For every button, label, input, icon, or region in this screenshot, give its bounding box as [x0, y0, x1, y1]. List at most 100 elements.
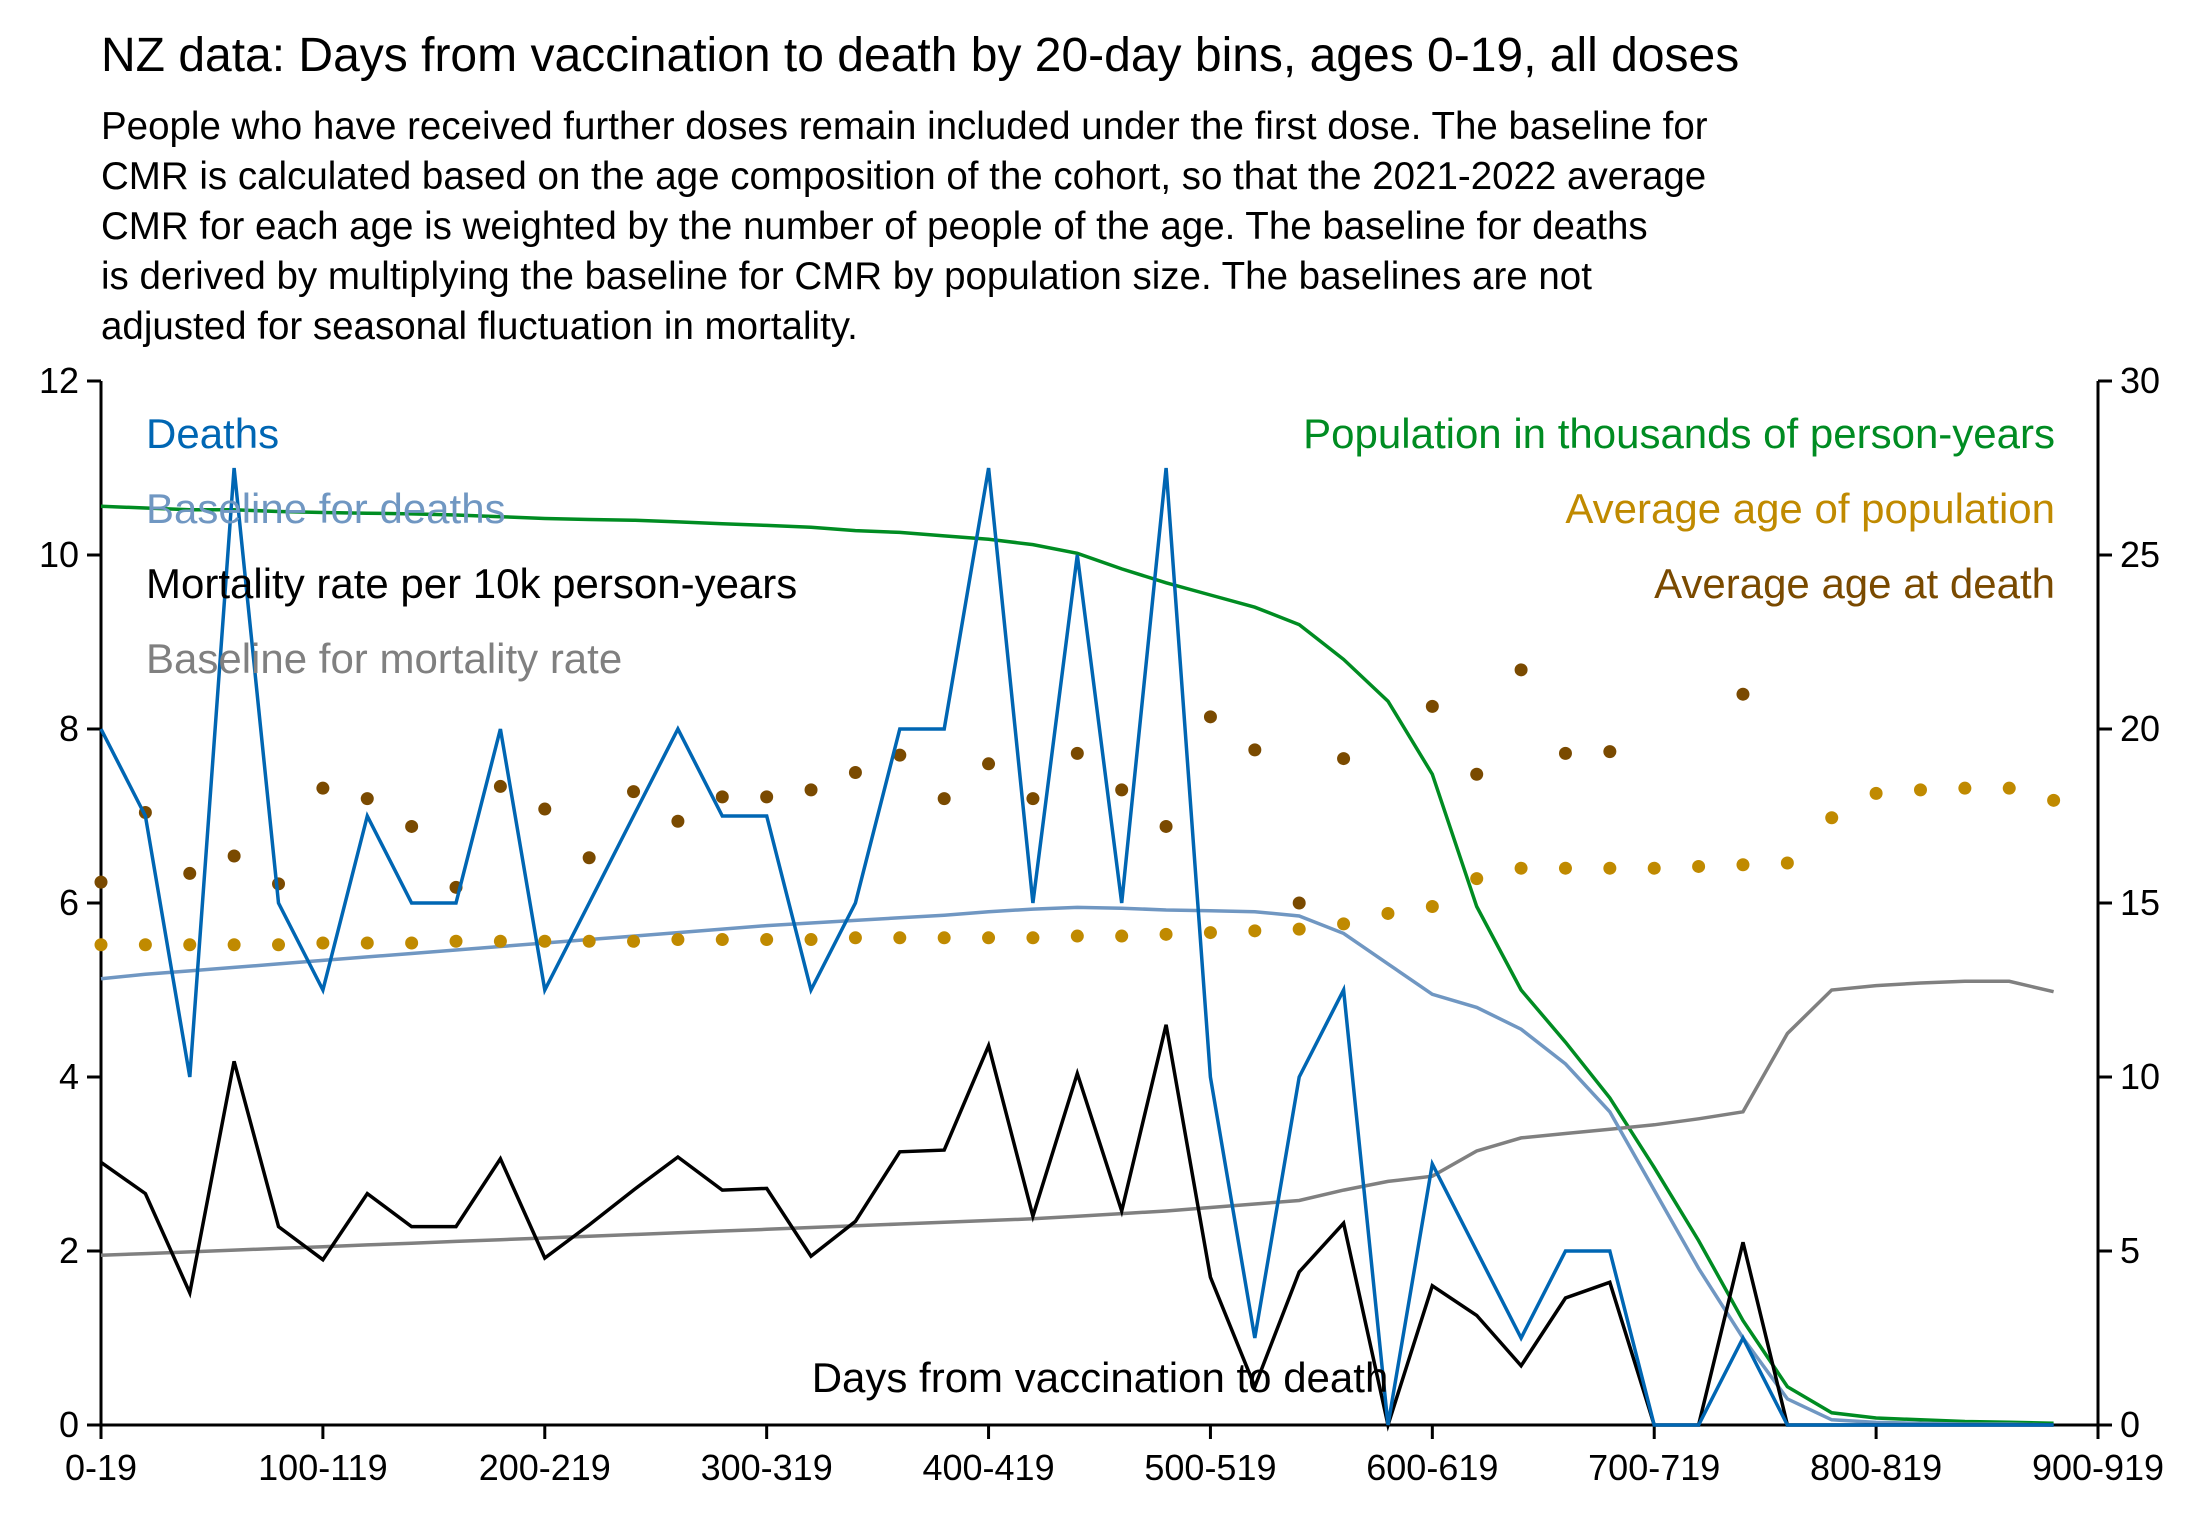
chart-subtitle: People who have received further doses r… — [101, 102, 2161, 352]
point-average-age-of-population — [1692, 859, 1706, 873]
point-average-age-at-death — [982, 757, 996, 771]
right-tick-label: 10 — [2120, 1056, 2160, 1097]
point-average-age-at-death — [1248, 743, 1262, 757]
point-average-age-of-population — [1159, 927, 1173, 941]
legend-item-right: Population in thousands of person-years — [1303, 410, 2055, 457]
right-tick-label: 5 — [2120, 1230, 2140, 1271]
x-tick-label: 800-819 — [1810, 1447, 1942, 1488]
point-average-age-of-population — [760, 933, 774, 947]
point-average-age-of-population — [1869, 786, 1883, 800]
point-average-age-at-death — [937, 792, 951, 806]
point-average-age-of-population — [316, 936, 330, 950]
point-average-age-of-population — [582, 934, 596, 948]
point-average-age-at-death — [183, 866, 197, 880]
point-average-age-at-death — [1470, 767, 1484, 781]
point-average-age-at-death — [848, 766, 862, 779]
x-tick-label: 900-919 — [2032, 1447, 2164, 1488]
left-tick-label: 2 — [59, 1230, 79, 1271]
point-average-age-of-population — [1558, 861, 1572, 875]
left-tick-label: 0 — [59, 1404, 79, 1445]
point-average-age-of-population — [449, 934, 463, 948]
right-tick-label: 25 — [2120, 534, 2160, 575]
point-average-age-of-population — [848, 931, 862, 945]
point-average-age-at-death — [1558, 746, 1572, 760]
point-average-age-of-population — [1292, 922, 1306, 936]
point-average-age-of-population — [982, 931, 996, 945]
legend-item-left: Mortality rate per 10k person-years — [146, 560, 797, 607]
point-average-age-of-population — [1913, 783, 1927, 797]
x-axis-label: Days from vaccination to death — [812, 1354, 1389, 1401]
point-average-age-of-population — [227, 938, 241, 952]
point-average-age-at-death — [804, 783, 818, 797]
point-average-age-at-death — [1203, 710, 1217, 724]
point-average-age-of-population — [1470, 872, 1484, 886]
point-average-age-of-population — [937, 931, 951, 945]
legend: Deaths Baseline for deaths Mortality rate … — [146, 410, 2055, 682]
point-average-age-of-population — [94, 938, 108, 952]
point-average-age-at-death — [316, 781, 330, 795]
point-average-age-of-population — [272, 938, 286, 952]
point-average-age-at-death — [582, 851, 596, 865]
point-average-age-at-death — [1026, 792, 1040, 806]
x-tick-label: 0-19 — [65, 1447, 137, 1488]
point-average-age-of-population — [671, 933, 685, 947]
point-average-age-at-death — [1514, 663, 1528, 677]
x-tick-label: 300-319 — [701, 1447, 833, 1488]
point-average-age-of-population — [893, 931, 907, 945]
point-average-age-at-death — [1603, 745, 1617, 759]
x-tick-label: 500-519 — [1144, 1447, 1276, 1488]
point-average-age-of-population — [360, 936, 374, 950]
point-average-age-at-death — [1736, 687, 1750, 701]
point-average-age-of-population — [1381, 906, 1395, 920]
point-average-age-of-population — [1026, 931, 1040, 945]
point-average-age-of-population — [1603, 861, 1617, 875]
point-average-age-at-death — [671, 814, 685, 828]
x-tick-label: 600-619 — [1366, 1447, 1498, 1488]
point-average-age-of-population — [1514, 861, 1528, 875]
point-average-age-of-population — [1203, 926, 1217, 940]
point-average-age-of-population — [538, 934, 552, 948]
chart-title: NZ data: Days from vaccination to death … — [101, 29, 1740, 82]
point-average-age-at-death — [227, 849, 241, 863]
subtitle-line: adjusted for seasonal fluctuation in mor… — [101, 305, 858, 348]
right-tick-label: 20 — [2120, 708, 2160, 749]
right-tick-label: 15 — [2120, 882, 2160, 923]
point-average-age-at-death — [1070, 746, 1084, 760]
x-tick-label: 700-719 — [1588, 1447, 1720, 1488]
x-tick-label: 200-219 — [479, 1447, 611, 1488]
point-average-age-of-population — [2002, 781, 2016, 795]
left-tick-label: 10 — [39, 534, 79, 575]
right-tick-label: 0 — [2120, 1404, 2140, 1445]
point-average-age-of-population — [1780, 856, 1794, 870]
series-layer — [94, 467, 2061, 1432]
series-deaths — [99, 467, 2054, 1427]
subtitle-line: CMR for each age is weighted by the numb… — [101, 205, 1648, 248]
point-average-age-of-population — [1958, 781, 1972, 795]
point-average-age-at-death — [1292, 896, 1306, 910]
point-average-age-at-death — [94, 875, 108, 889]
right-tick-label: 30 — [2120, 360, 2160, 401]
point-average-age-at-death — [760, 790, 774, 804]
point-average-age-of-population — [1736, 858, 1750, 872]
point-average-age-of-population — [1248, 924, 1262, 938]
left-tick-label: 4 — [59, 1056, 79, 1097]
point-average-age-of-population — [715, 933, 729, 947]
point-average-age-of-population — [1647, 861, 1661, 875]
point-average-age-at-death — [360, 792, 374, 806]
point-average-age-of-population — [1115, 929, 1129, 943]
point-average-age-at-death — [538, 802, 552, 816]
subtitle-line: People who have received further doses r… — [101, 105, 1708, 148]
axes: 0 2 4 6 8 10 12 0 5 10 15 20 25 30 0-19 100-119 200-219 3… — [39, 360, 2164, 1488]
point-average-age-at-death — [893, 748, 907, 762]
point-average-age-of-population — [138, 938, 152, 952]
point-average-age-of-population — [804, 933, 818, 947]
point-average-age-of-population — [493, 934, 507, 948]
point-average-age-at-death — [715, 790, 729, 804]
point-average-age-at-death — [1159, 819, 1173, 833]
legend-item-left: Baseline for deaths — [146, 485, 506, 532]
legend-item-left: Baseline for mortality rate — [146, 635, 622, 682]
legend-item-right: Average age of population — [1565, 485, 2055, 532]
point-average-age-of-population — [1825, 811, 1839, 825]
point-average-age-of-population — [1070, 929, 1084, 943]
point-average-age-of-population — [183, 938, 197, 952]
